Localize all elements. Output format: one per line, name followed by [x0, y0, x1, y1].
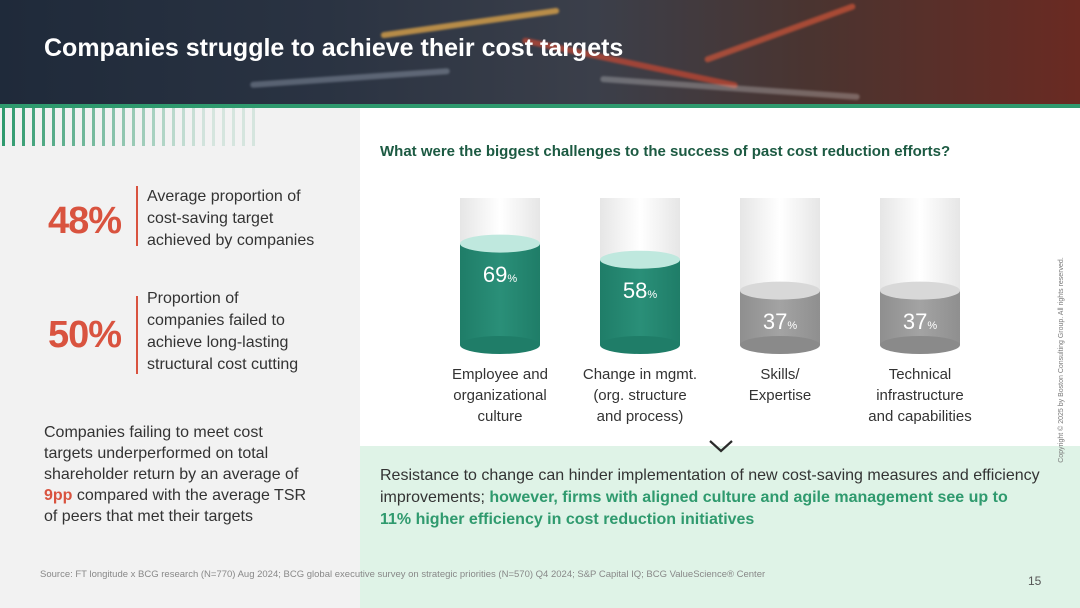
category-label: Change in mgmt. (org. structure and proces… [582, 366, 698, 425]
stripe [92, 108, 95, 146]
stripe [122, 108, 125, 146]
stripe [182, 108, 185, 146]
takeaway-text: Resistance to change can hinder implemen… [380, 467, 1040, 528]
stripe [132, 108, 135, 146]
stat-value: 50% [48, 314, 122, 356]
stripe [2, 108, 5, 146]
data-label: 58% [622, 277, 658, 303]
stripe [152, 108, 155, 146]
stripe [12, 108, 15, 146]
stripe [202, 108, 205, 146]
page-title: Companies struggle to achieve their cost… [44, 34, 624, 62]
stripe [222, 108, 225, 146]
stat-value: 48% [48, 200, 122, 242]
light-streak [250, 68, 450, 88]
category-label: Skills/Expertise [748, 366, 812, 404]
stripe [242, 108, 245, 146]
category-label: Employee and organizational culture [452, 366, 548, 425]
category-label: Technical infrastructure and capabilities [868, 366, 972, 425]
page-number: 15 [1028, 574, 1042, 588]
stripe [52, 108, 55, 146]
source-note: Source: FT longitude x BCG research (N=7… [40, 569, 766, 580]
data-label: 37% [762, 308, 798, 334]
stripe [102, 108, 105, 146]
stripe [192, 108, 195, 146]
light-streak [703, 2, 857, 64]
data-label: 69% [482, 261, 518, 287]
stat-description: Average proportion of cost-saving target… [147, 188, 315, 249]
header-divider [0, 104, 1080, 108]
stripe [162, 108, 165, 146]
takeaway-panel [360, 446, 1080, 608]
stat-description: Proportion of companies failed to achiev… [147, 290, 299, 373]
header-banner: Companies struggle to achieve their cost… [0, 0, 1080, 104]
light-streak [600, 75, 860, 101]
stripe [172, 108, 175, 146]
stat-divider [136, 296, 138, 374]
chevron-down-icon [709, 440, 733, 453]
tsr-statement: Companies failing to meet cost targets u… [44, 424, 307, 525]
stripe [252, 108, 255, 146]
chart-title: What were the biggest challenges to the … [380, 143, 951, 160]
stripe [212, 108, 215, 146]
stripe [42, 108, 45, 146]
stripe [22, 108, 25, 146]
tsr-highlight: 9pp [44, 487, 73, 504]
stripe [142, 108, 145, 146]
takeaway-highlight: however, firms with aligned culture and … [380, 489, 1008, 528]
stripe-decoration [2, 108, 255, 146]
copyright-note: Copyright © 2025 by Boston Consulting Gr… [1058, 257, 1065, 463]
stat-divider [136, 186, 138, 246]
stripe [62, 108, 65, 146]
stripe [32, 108, 35, 146]
stripe [112, 108, 115, 146]
stripe [232, 108, 235, 146]
stripe [82, 108, 85, 146]
data-label: 37% [902, 308, 938, 334]
stripe [72, 108, 75, 146]
